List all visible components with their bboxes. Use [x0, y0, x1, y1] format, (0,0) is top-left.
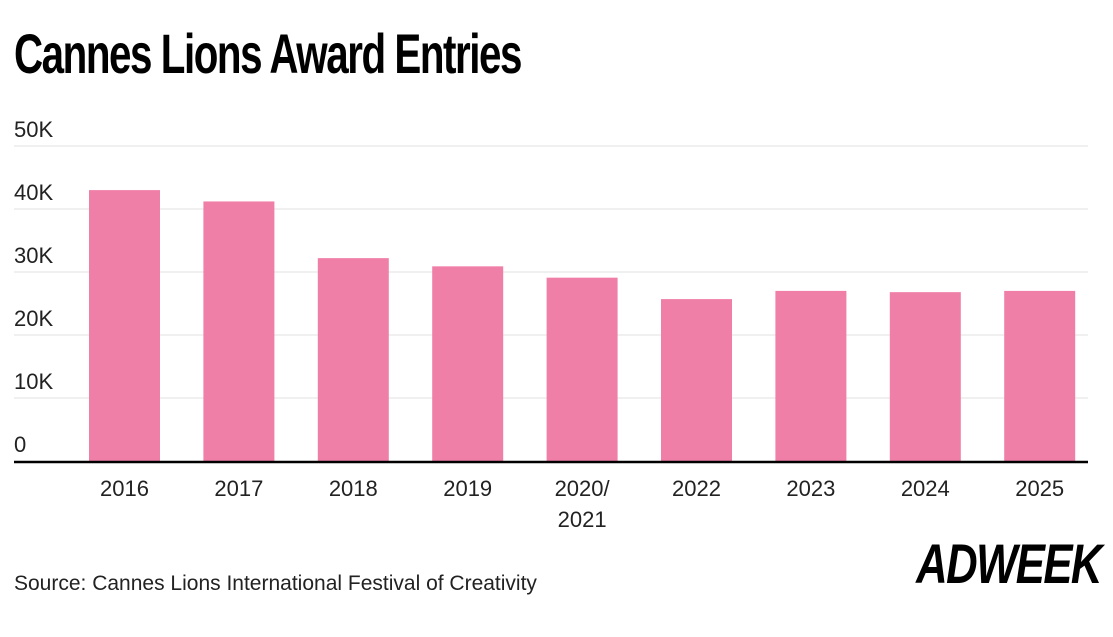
x-tick-label: 2023 [786, 476, 835, 501]
bar [317, 258, 389, 461]
x-tick-label: 2025 [1015, 476, 1064, 501]
x-tick-label: 2018 [329, 476, 378, 501]
bar [661, 299, 732, 461]
bar [203, 201, 275, 461]
source-note: Source: Cannes Lions International Festi… [14, 572, 537, 595]
y-tick-label: 10K [14, 369, 53, 394]
y-tick-label: 50K [14, 117, 53, 142]
x-tick-label: 2017 [214, 476, 263, 501]
y-tick-label: 30K [14, 243, 53, 268]
x-tick-label: 2020/2021 [555, 476, 611, 532]
bar [546, 277, 618, 461]
bar [775, 290, 847, 461]
chart-title: Cannes Lions Award Entries [14, 22, 522, 85]
bar [89, 190, 160, 461]
y-tick-label: 0 [14, 432, 26, 457]
bar [432, 266, 504, 461]
x-tick-label: 2016 [100, 476, 149, 501]
bar [1004, 290, 1076, 461]
adweek-logo: ADWEEK [916, 532, 1102, 595]
x-tick-label: 2019 [443, 476, 492, 501]
y-tick-label: 20K [14, 306, 53, 331]
x-tick-label: 2022 [672, 476, 721, 501]
x-tick-label: 2024 [901, 476, 950, 501]
bar [889, 292, 961, 461]
y-tick-label: 40K [14, 180, 53, 205]
